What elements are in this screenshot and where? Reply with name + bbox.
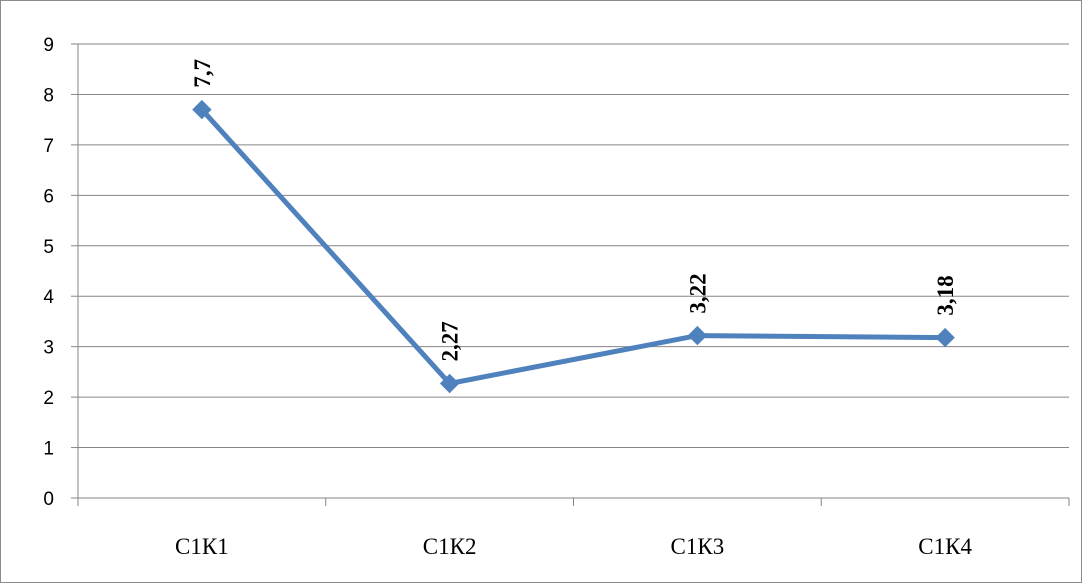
- y-tick-label-9: 9: [43, 35, 54, 56]
- data-label-С1К1: 7,7: [190, 59, 215, 88]
- series: [192, 99, 955, 394]
- y-tick-label-1: 1: [43, 439, 54, 460]
- series-line-0: [199, 107, 948, 386]
- x-axis-tick-labels: С1К1 С1К2 С1К3 С1К4: [175, 534, 972, 559]
- y-tick-label-0: 0: [43, 489, 54, 510]
- y-tick-label-5: 5: [43, 237, 54, 258]
- data-point-С1К3: [687, 325, 708, 346]
- data-labels: 7,7 2,27 3,22 3,18: [190, 59, 958, 362]
- x-tick-label-С1К1: С1К1: [175, 534, 229, 559]
- y-tick-label-2: 2: [43, 388, 54, 409]
- y-tick-label-8: 8: [43, 85, 54, 106]
- data-label-С1К4: 3,18: [933, 275, 958, 315]
- x-tick-label-С1К2: С1К2: [423, 534, 477, 559]
- data-point-С1К1: [192, 99, 212, 120]
- y-axis-tick-labels: 0 1 2 3 4 5 6 7 8 9: [43, 35, 54, 510]
- y-tick-label-3: 3: [43, 338, 54, 359]
- gridlines: [78, 43, 1069, 449]
- x-tick-label-С1К3: С1К3: [671, 534, 725, 559]
- data-label-С1К3: 3,22: [685, 273, 710, 313]
- data-label-С1К2: 2,27: [438, 321, 463, 361]
- data-point-С1К4: [935, 327, 955, 348]
- axes: [71, 43, 1070, 506]
- y-tick-label-4: 4: [43, 287, 54, 308]
- y-tick-label-6: 6: [43, 186, 54, 207]
- y-tick-label-7: 7: [43, 136, 54, 157]
- x-tick-label-С1К4: С1К4: [918, 534, 972, 559]
- data-point-С1К2: [439, 373, 460, 394]
